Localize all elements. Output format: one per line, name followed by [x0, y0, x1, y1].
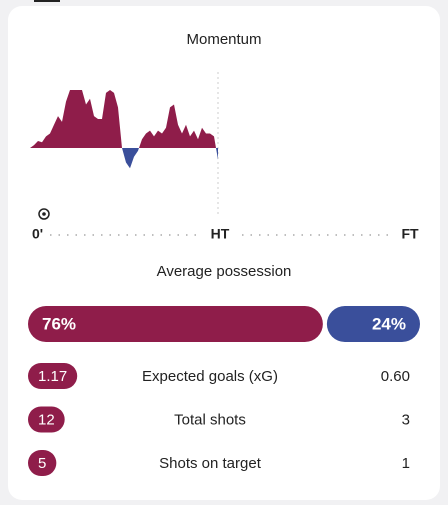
- timeline-label: FT: [401, 226, 419, 242]
- ball-icon: [38, 208, 50, 220]
- stat-label: Shots on target: [159, 455, 262, 472]
- momentum-home-area: [30, 90, 218, 148]
- home-stat-pill: [28, 363, 78, 389]
- away-stat-value: 0.60: [381, 368, 410, 385]
- possession-away-bar: [326, 306, 420, 342]
- possession-home-label: 76%: [42, 314, 76, 333]
- timeline-label: HT: [211, 226, 230, 242]
- possession-home-bar: [28, 306, 323, 342]
- away-stat-value: 3: [402, 411, 410, 428]
- stat-label: Total shots: [174, 411, 246, 428]
- possession-title: Average possession: [157, 263, 292, 280]
- stat-label: Expected goals (xG): [142, 368, 278, 385]
- away-stat-value: 1: [402, 455, 410, 472]
- tab-indicator: [34, 0, 60, 2]
- possession-away-label: 24%: [372, 314, 406, 333]
- home-stat-value: 12: [38, 411, 55, 428]
- home-stat-pill: [28, 450, 57, 476]
- timeline-label: 0': [32, 226, 43, 242]
- home-stat-value: 5: [38, 455, 46, 472]
- momentum-away-area: [30, 148, 218, 169]
- home-stat-pill: [28, 406, 65, 433]
- home-stat-value: 1.17: [38, 368, 67, 385]
- momentum-title: Momentum: [186, 31, 261, 48]
